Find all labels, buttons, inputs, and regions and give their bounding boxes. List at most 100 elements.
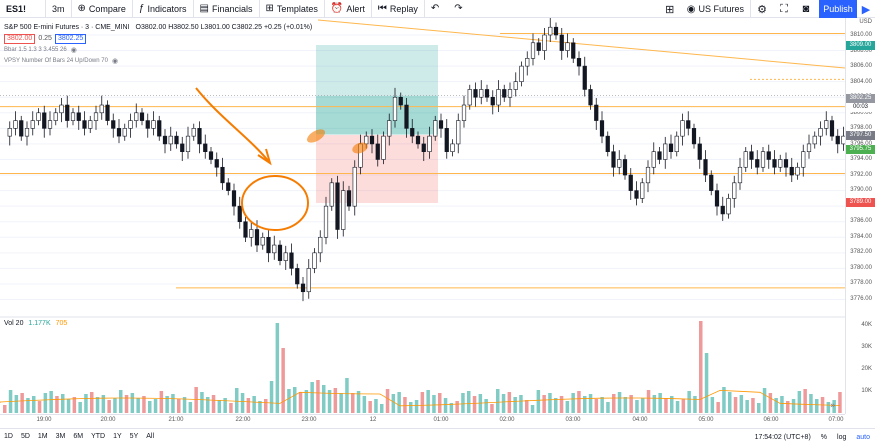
- volume-bar: [43, 393, 48, 413]
- candle-body: [162, 135, 168, 145]
- volume-bar: [304, 390, 309, 413]
- volume-tick-label: 40K: [861, 322, 872, 328]
- candle-body: [778, 159, 783, 168]
- candle-body: [145, 120, 150, 129]
- indicator-bbar-label[interactable]: Bbar 1.5 1.3 3 3.455 26: [4, 46, 67, 53]
- time-tick-label: 03:00: [565, 417, 581, 423]
- alert-button[interactable]: ⏰ Alert: [325, 0, 372, 18]
- candle-body: [484, 89, 490, 98]
- fullscreen-button[interactable]: ⛶: [773, 0, 795, 18]
- range-button[interactable]: 5D: [20, 433, 30, 440]
- volume-bar: [327, 390, 332, 413]
- time-axis[interactable]: 19:00 20:00 21:00 22:00 23:00 12 01:00 02:00 03:…: [0, 414, 845, 426]
- volume-bar: [606, 402, 610, 413]
- compare-button[interactable]: ⊕ Compare: [72, 0, 133, 18]
- layout-button[interactable]: ⊞: [659, 0, 681, 18]
- candle-body: [824, 120, 829, 129]
- volume-bar: [646, 390, 651, 413]
- range-button[interactable]: YTD: [91, 433, 106, 440]
- gear-icon: ⚙: [757, 3, 767, 16]
- volume-bar: [171, 394, 175, 413]
- settings-button[interactable]: ⚙: [751, 0, 773, 18]
- range-button[interactable]: 6M: [73, 433, 84, 440]
- price-axis[interactable]: USD 3810.003808.003806.003804.003802.003…: [845, 18, 875, 414]
- candle-body: [231, 190, 237, 207]
- play-button[interactable]: ▶: [857, 0, 875, 18]
- indicators-button[interactable]: ƒ Indicators: [133, 0, 194, 18]
- symbol-search[interactable]: ES1!: [0, 0, 46, 18]
- candle-body: [789, 166, 794, 176]
- volume-bar: [530, 405, 535, 413]
- candle-body: [168, 135, 173, 145]
- buy-price-box[interactable]: 3802.25: [54, 33, 87, 44]
- sell-price-box[interactable]: 3802.00: [4, 33, 36, 44]
- toolbar-right: ⊞ ◉ US Futures ⚙ ⛶ ◙ Publish ▶: [659, 0, 875, 18]
- candle-body: [191, 128, 196, 137]
- clock-timezone[interactable]: 17:54:02 (UTC+8): [754, 433, 811, 441]
- undo-button[interactable]: ↶: [425, 0, 448, 18]
- volume-tick-label: 30K: [861, 344, 872, 350]
- candle-body: [369, 135, 375, 145]
- candle-body: [13, 120, 18, 129]
- indicator-vpsy-label[interactable]: VPSY Number Of Bars 24 Up/Down 70: [4, 57, 108, 64]
- candle-body: [65, 104, 70, 121]
- candle-body: [697, 143, 702, 160]
- exchange-label: US Futures: [698, 4, 744, 14]
- log-toggle[interactable]: log: [837, 433, 847, 441]
- snapshot-button[interactable]: ◙: [795, 0, 817, 18]
- time-tick-label: 01:00: [433, 417, 449, 423]
- candle-body: [536, 42, 541, 51]
- percent-toggle[interactable]: %: [820, 433, 828, 441]
- volume-legend: Vol 20 1.177K 705: [4, 320, 67, 327]
- volume-bar: [513, 397, 517, 413]
- range-button[interactable]: 5Y: [129, 433, 139, 440]
- candle-body: [732, 182, 737, 199]
- candle-body: [795, 166, 800, 176]
- volume-bar: [264, 399, 268, 413]
- symbol-title[interactable]: S&P 500 E-mini Futures · 3 · CME_MINI: [4, 24, 130, 31]
- candle-body: [444, 128, 449, 153]
- volume-bar: [124, 395, 129, 413]
- replay-icon: ⏮: [377, 3, 387, 14]
- range-button[interactable]: 1Y: [113, 433, 122, 440]
- volume-name[interactable]: Vol 20: [4, 320, 24, 327]
- alert-label: Alert: [346, 3, 365, 14]
- volume-bar: [258, 401, 262, 413]
- interval-selector[interactable]: 3m: [46, 0, 72, 18]
- volume-bar: [768, 393, 773, 413]
- templates-button[interactable]: ⊞ Templates: [260, 0, 325, 18]
- time-tick-label: 02:00: [499, 417, 515, 423]
- volume-bar: [728, 392, 732, 413]
- price-tick-label: 3796.00: [850, 140, 872, 147]
- range-button[interactable]: 1M: [37, 433, 48, 440]
- redo-button[interactable]: ↷: [448, 0, 471, 18]
- candle-body: [548, 26, 553, 36]
- candle-body: [634, 190, 639, 199]
- candle-body: [502, 89, 507, 98]
- volume-bar: [136, 398, 140, 413]
- volume-bar: [519, 395, 523, 413]
- range-button[interactable]: All: [146, 433, 155, 440]
- range-button[interactable]: 3M: [55, 433, 66, 440]
- eye-icon[interactable]: ◉: [70, 46, 77, 54]
- candle-body: [507, 89, 513, 98]
- candle-body: [801, 151, 806, 168]
- chart-pane[interactable]: »: [0, 17, 875, 414]
- candle-body: [312, 252, 317, 269]
- range-button[interactable]: 1D: [4, 433, 13, 440]
- volume-bar: [380, 404, 384, 413]
- price-tick-label: 3810.00: [850, 32, 872, 38]
- exchange-selector[interactable]: ◉ US Futures: [681, 0, 751, 18]
- financials-button[interactable]: ▤ Financials: [194, 0, 260, 18]
- volume-bar: [20, 393, 24, 413]
- candle-body: [743, 151, 748, 168]
- publish-button[interactable]: Publish: [819, 0, 857, 18]
- eye-icon[interactable]: ◉: [111, 57, 119, 65]
- replay-button[interactable]: ⏮ Replay: [372, 0, 425, 18]
- chart-canvas[interactable]: »: [0, 17, 875, 414]
- auto-scale-toggle[interactable]: auto: [856, 433, 870, 441]
- volume-bar: [107, 400, 111, 413]
- volume-bar: [443, 398, 448, 413]
- volume-bar: [699, 321, 703, 413]
- volume-bar: [484, 399, 488, 413]
